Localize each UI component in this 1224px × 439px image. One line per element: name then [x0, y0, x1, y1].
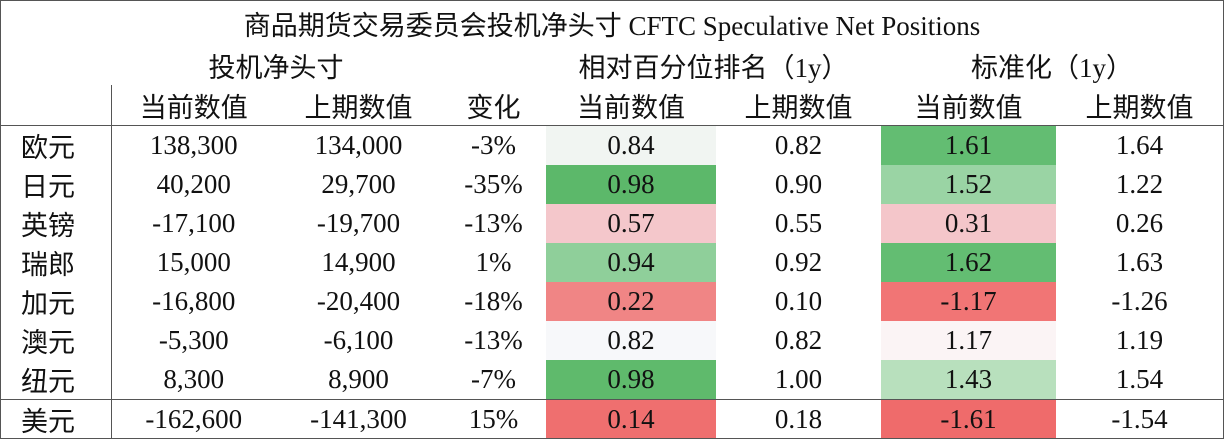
cell: -17,100	[152, 208, 236, 238]
cell: 8,900	[328, 364, 389, 394]
row: 美元 -162,600 -141,300 15% 0.14 0.18 -1.61 -1.54	[1, 399, 1223, 438]
row-label: 英镑	[1, 204, 112, 243]
cell: 1.62	[881, 243, 1056, 282]
cell: 29,700	[321, 169, 396, 199]
column-header: 当前数值	[546, 85, 716, 126]
cell: 0.26	[1115, 208, 1164, 238]
cell: -18%	[464, 286, 523, 316]
cell: 0.14	[546, 399, 716, 438]
cell: -1.54	[1056, 399, 1223, 438]
cell: -5,300	[158, 325, 229, 355]
row-label: 日元	[1, 165, 112, 204]
row-label: 美元	[1, 399, 112, 438]
row: 纽元 8,300 8,900 -7% 0.98 1.00 1.43 1.54	[1, 360, 1223, 400]
cell: 0.98	[546, 165, 716, 204]
cell: 1.63	[1115, 247, 1164, 277]
cell: 138,300	[149, 130, 238, 160]
group-header: 投机净头寸	[208, 52, 344, 83]
cell: -3%	[471, 130, 516, 160]
cell: -1.61	[881, 399, 1056, 438]
cell: 0.82	[774, 325, 823, 355]
title: 商品期货交易委员会投机净头寸 CFTC Speculative Net Posi…	[243, 10, 981, 41]
cell: -20,400	[316, 286, 401, 316]
column-header: 上期数值	[1056, 85, 1223, 126]
row-label: 加元	[1, 282, 112, 321]
row: 欧元 138,300 134,000 -3% 0.84 0.82 1.61 1.64	[1, 125, 1223, 165]
cell: 15%	[441, 399, 546, 438]
row-label: 澳元	[1, 321, 112, 360]
row-label: 纽元	[1, 360, 112, 400]
cell: -6,100	[323, 325, 394, 355]
row-label: 瑞郎	[1, 243, 112, 282]
cell: -141,300	[276, 399, 441, 438]
row: 英镑 -17,100 -19,700 -13% 0.57 0.55 0.31 0.26	[1, 204, 1223, 243]
row: 日元 40,200 29,700 -35% 0.98 0.90 1.52 1.22	[1, 165, 1223, 204]
cell: 0.98	[546, 360, 716, 400]
column-header: 上期数值	[716, 85, 881, 126]
cell: 40,200	[156, 169, 231, 199]
cell: 0.84	[546, 125, 716, 165]
cell: -13%	[464, 208, 523, 238]
cell: -7%	[471, 364, 516, 394]
cell: 0.90	[774, 169, 823, 199]
cell: 1.52	[881, 165, 1056, 204]
cell: 1%	[475, 247, 512, 277]
cell: 0.10	[774, 286, 823, 316]
row: 澳元 -5,300 -6,100 -13% 0.82 0.82 1.17 1.19	[1, 321, 1223, 360]
cell: -16,800	[152, 286, 236, 316]
cell: 1.22	[1115, 169, 1164, 199]
cell: 0.55	[774, 208, 823, 238]
row: 瑞郎 15,000 14,900 1% 0.94 0.92 1.62 1.63	[1, 243, 1223, 282]
cell: -162,600	[111, 399, 276, 438]
cell: -1.17	[881, 282, 1056, 321]
cell: 1.54	[1115, 364, 1164, 394]
cell: 15,000	[156, 247, 231, 277]
column-header-row: 当前数值 上期数值 变化 当前数值 上期数值 当前数值 上期数值	[1, 85, 1223, 126]
group-header: 标准化（1y）	[971, 52, 1133, 83]
column-header: 当前数值	[111, 85, 276, 126]
cell: -35%	[464, 169, 523, 199]
cell: 0.82	[546, 321, 716, 360]
cell: 1.64	[1115, 130, 1164, 160]
cell: 0.31	[881, 204, 1056, 243]
row-label: 欧元	[1, 125, 112, 165]
cell: 0.82	[774, 130, 823, 160]
cell: 134,000	[314, 130, 403, 160]
cell: 0.22	[546, 282, 716, 321]
cell: 8,300	[163, 364, 225, 394]
cell: 1.19	[1115, 325, 1164, 355]
cell: -19,700	[316, 208, 401, 238]
corner	[1, 85, 112, 126]
column-header: 当前数值	[881, 85, 1056, 126]
cell: 0.94	[546, 243, 716, 282]
cell: -1.26	[1111, 286, 1168, 316]
cell: 14,900	[321, 247, 396, 277]
cell: 1.00	[774, 364, 823, 394]
group-header: 相对百分位排名（1y）	[578, 52, 849, 83]
row: 加元 -16,800 -20,400 -18% 0.22 0.10 -1.17 -1.26	[1, 282, 1223, 321]
cell: 1.17	[881, 321, 1056, 360]
column-header: 上期数值	[276, 85, 441, 126]
cell: -13%	[464, 325, 523, 355]
cell: 0.57	[546, 204, 716, 243]
cell: 0.18	[716, 399, 881, 438]
cell: 1.61	[881, 125, 1056, 165]
column-header: 变化	[441, 85, 546, 126]
cell: 1.43	[881, 360, 1056, 400]
cell: 0.92	[774, 247, 823, 277]
